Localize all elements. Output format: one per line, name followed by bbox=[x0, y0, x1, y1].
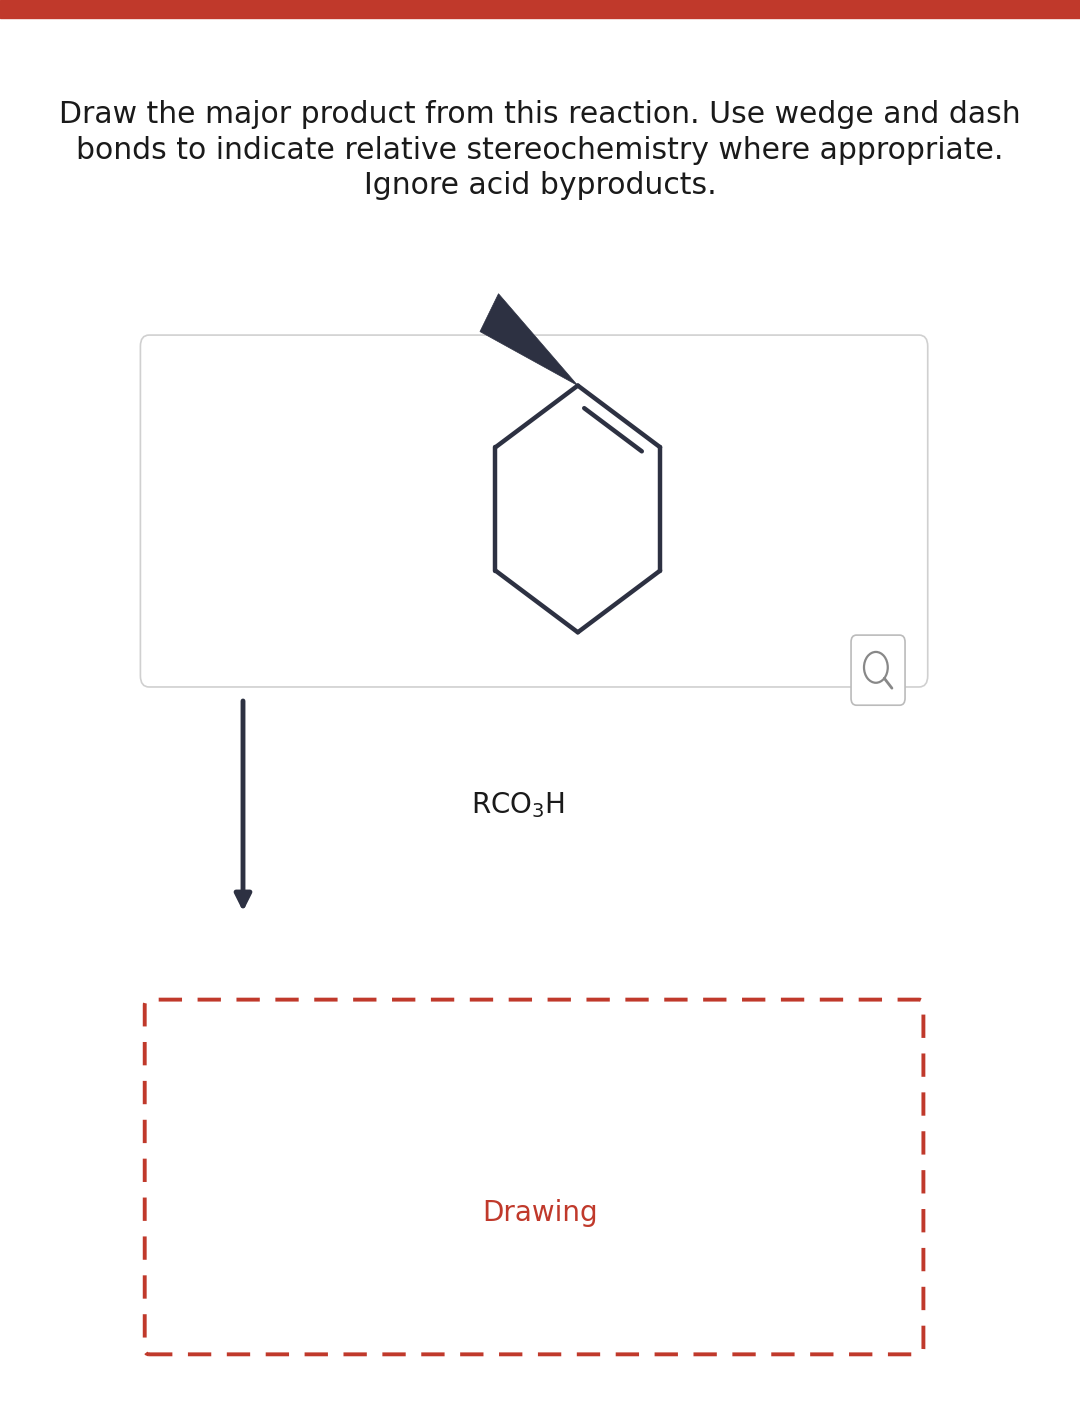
Text: bonds to indicate relative stereochemistry where appropriate.: bonds to indicate relative stereochemist… bbox=[77, 136, 1003, 164]
FancyBboxPatch shape bbox=[851, 635, 905, 705]
Bar bbox=[0, 0, 1080, 17]
FancyBboxPatch shape bbox=[140, 335, 928, 687]
Text: Draw the major product from this reaction. Use wedge and dash: Draw the major product from this reactio… bbox=[59, 101, 1021, 129]
Text: Drawing: Drawing bbox=[482, 1199, 598, 1227]
FancyBboxPatch shape bbox=[145, 1000, 923, 1354]
Polygon shape bbox=[480, 293, 578, 386]
Text: RCO$_3$H: RCO$_3$H bbox=[471, 789, 566, 820]
Text: Ignore acid byproducts.: Ignore acid byproducts. bbox=[364, 171, 716, 199]
